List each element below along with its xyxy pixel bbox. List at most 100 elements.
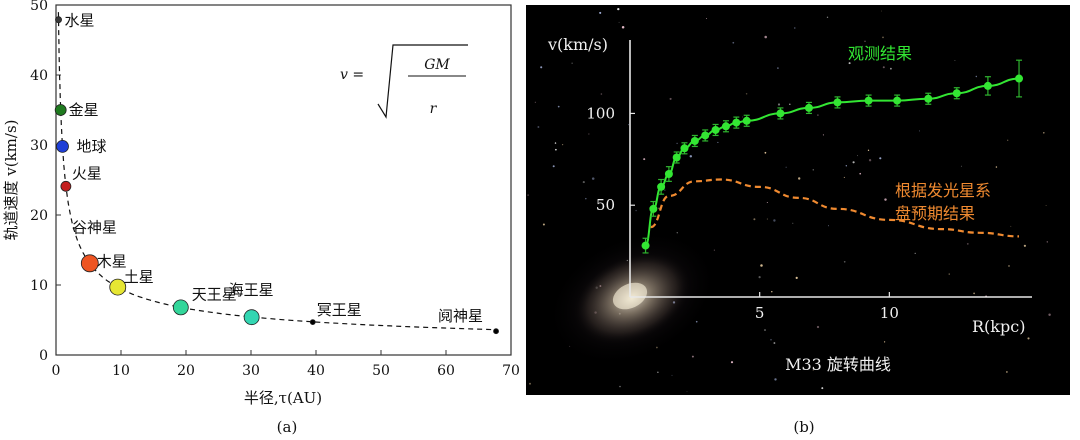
star bbox=[890, 67, 892, 70]
observed-point bbox=[983, 81, 992, 90]
star bbox=[773, 219, 776, 222]
star bbox=[1008, 265, 1010, 267]
plot-a-ticks: 0 10 20 30 40 50 60 70 0 10 20 30 40 50 bbox=[30, 0, 520, 379]
observed-point bbox=[711, 125, 720, 134]
star bbox=[732, 41, 735, 44]
panel-a-chart: 0 10 20 30 40 50 60 70 0 10 20 30 40 50 水星金星地球火星谷神星木星… bbox=[2, 0, 520, 436]
star bbox=[880, 10, 882, 12]
star bbox=[599, 11, 602, 14]
plot-a-x-axis-label: 半径,τ(AU) bbox=[244, 389, 322, 407]
plot-b-title: M33 旋转曲线 bbox=[785, 355, 891, 374]
observed-point bbox=[952, 89, 961, 98]
star bbox=[867, 149, 870, 151]
planet-point bbox=[56, 139, 69, 153]
star bbox=[671, 374, 673, 376]
star bbox=[657, 371, 659, 373]
observed-point bbox=[657, 182, 666, 191]
observed-point bbox=[742, 116, 751, 125]
star bbox=[918, 130, 920, 132]
star bbox=[529, 382, 531, 385]
star bbox=[859, 172, 862, 175]
star bbox=[588, 133, 590, 135]
planet-point bbox=[80, 254, 99, 273]
formula-numerator: GM bbox=[424, 57, 450, 73]
planet-point bbox=[109, 278, 127, 296]
star bbox=[554, 142, 557, 144]
legend-predicted-line-2: 盘预期结果 bbox=[895, 204, 975, 223]
star bbox=[948, 273, 950, 275]
star bbox=[676, 142, 678, 145]
star bbox=[857, 155, 858, 157]
star bbox=[1010, 225, 1012, 227]
star bbox=[882, 66, 885, 69]
star bbox=[868, 159, 872, 162]
planet-point bbox=[309, 319, 316, 326]
planet-point bbox=[55, 16, 62, 24]
observed-point bbox=[833, 98, 842, 107]
star bbox=[635, 209, 637, 212]
planet-label: 海王星 bbox=[229, 281, 274, 299]
star bbox=[585, 197, 587, 200]
star bbox=[862, 45, 864, 47]
x-tick-label: 50 bbox=[372, 363, 390, 379]
star bbox=[785, 166, 787, 168]
star bbox=[848, 62, 851, 65]
star bbox=[582, 181, 585, 184]
star bbox=[713, 249, 715, 251]
star bbox=[717, 141, 719, 143]
star bbox=[1045, 205, 1047, 206]
x-tick-label: 20 bbox=[177, 363, 195, 379]
formula-denominator: r bbox=[430, 101, 438, 117]
x-tick-label: 10 bbox=[112, 363, 130, 379]
star bbox=[691, 355, 694, 358]
star bbox=[591, 177, 595, 180]
star bbox=[706, 18, 707, 20]
x-tick-label: 0 bbox=[52, 363, 61, 379]
star bbox=[792, 222, 794, 224]
star bbox=[600, 93, 603, 95]
star bbox=[742, 116, 744, 118]
observed-point bbox=[732, 118, 741, 127]
star bbox=[852, 161, 855, 164]
star bbox=[534, 101, 536, 103]
star bbox=[826, 16, 829, 18]
star bbox=[773, 342, 776, 344]
star bbox=[812, 369, 814, 371]
star bbox=[843, 260, 846, 263]
star bbox=[771, 291, 773, 293]
star bbox=[540, 66, 543, 69]
x-tick-label: 30 bbox=[242, 363, 260, 379]
star bbox=[758, 276, 761, 279]
star bbox=[571, 62, 573, 64]
observed-point bbox=[701, 131, 710, 140]
star bbox=[617, 7, 620, 11]
plot-b-x-axis-label: R(kpc) bbox=[972, 317, 1025, 336]
y-tick-label: 10 bbox=[30, 278, 48, 294]
star bbox=[798, 177, 801, 180]
y-tick-label: 50 bbox=[596, 196, 615, 214]
star bbox=[883, 341, 886, 343]
star bbox=[973, 292, 975, 295]
star bbox=[1048, 313, 1051, 316]
star bbox=[1007, 139, 1009, 141]
star bbox=[1006, 371, 1008, 373]
plot-a-y-axis-label: 轨道速度 v(km/s) bbox=[2, 119, 20, 240]
x-tick-label: 5 bbox=[755, 304, 765, 322]
star bbox=[879, 157, 882, 160]
panel-a-caption: (a) bbox=[277, 418, 298, 436]
star bbox=[1046, 241, 1049, 243]
observed-point bbox=[680, 144, 689, 153]
star bbox=[960, 165, 962, 167]
star bbox=[882, 36, 884, 39]
planet-label: 火星 bbox=[72, 164, 102, 182]
planet-point bbox=[172, 299, 189, 316]
star bbox=[766, 218, 768, 220]
x-tick-label: 40 bbox=[307, 363, 325, 379]
star bbox=[537, 126, 540, 128]
star bbox=[794, 27, 796, 29]
star bbox=[822, 134, 824, 136]
formula-lhs: v = bbox=[340, 67, 364, 83]
planet-point bbox=[60, 180, 72, 192]
star bbox=[884, 198, 887, 201]
